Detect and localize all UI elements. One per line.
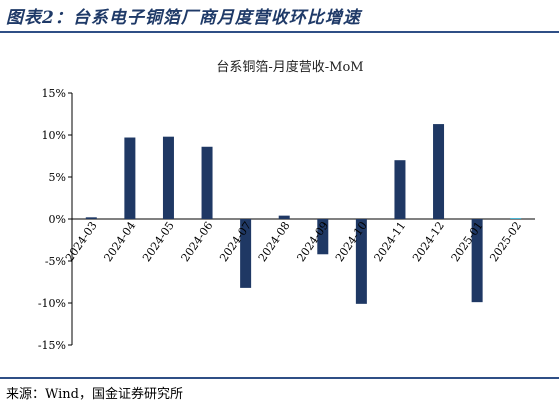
x-tick-label: 2024-04 [101, 219, 138, 264]
x-tick-label: 2025-02 [487, 219, 524, 264]
source-note: 来源：Wind，国金证券研究所 [6, 387, 183, 402]
y-tick-label: -10% [38, 297, 66, 310]
bar [278, 215, 290, 219]
bar [85, 217, 97, 219]
x-tick-label: 2024-12 [410, 219, 447, 264]
bar-chart: 台系铜箔-月度营收-MoM -15% -10% -5% 0% 5% 10% 15% 2024… [38, 59, 535, 352]
bar [317, 219, 329, 255]
bar [162, 136, 174, 219]
bar [510, 218, 522, 219]
bar [394, 160, 406, 219]
y-tick-label: 5% [49, 171, 66, 184]
bars-layer [85, 124, 522, 304]
y-tick-label: -5% [45, 255, 66, 268]
labels-layer: 2024-03 2024-04 2024-05 2024-06 2024-07 2024-… [63, 219, 524, 264]
y-tick-label: -15% [38, 339, 66, 352]
axis-layer: -15% -10% -5% 0% 5% 10% 15% [38, 87, 535, 352]
y-tick-label: 10% [42, 129, 66, 142]
x-tick-label: 2024-06 [179, 219, 216, 264]
bar [124, 137, 136, 219]
bar [240, 219, 252, 288]
bar [201, 146, 213, 219]
bar [355, 219, 367, 304]
y-tick-label: 15% [42, 87, 66, 100]
chart-title: 台系铜箔-月度营收-MoM [216, 59, 363, 75]
x-tick-label: 2024-08 [256, 219, 293, 264]
top-rule [0, 31, 559, 33]
x-tick-label: 2024-05 [140, 219, 177, 264]
x-tick-label: 2024-11 [372, 219, 409, 264]
y-tick-label: 0% [49, 213, 66, 226]
bottom-rule [0, 377, 559, 379]
bar [471, 219, 483, 303]
bar [433, 124, 445, 219]
x-tick-label: 2024-03 [63, 219, 100, 264]
figure-title: 图表2：台系电子铜箔厂商月度营收环比增速 [6, 8, 361, 28]
